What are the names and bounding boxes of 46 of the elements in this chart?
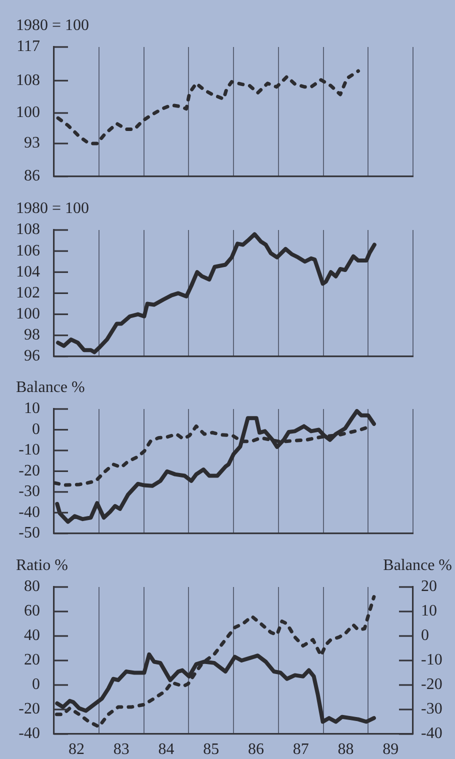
x-tick-label: 88 bbox=[338, 740, 354, 758]
y-tick-label: -40 bbox=[18, 725, 40, 742]
y-tick-label: 106 bbox=[16, 242, 40, 260]
y-axis-title: 1980 = 100 bbox=[16, 200, 90, 218]
y2-tick-label: -10 bbox=[421, 652, 442, 669]
x-tick-label: 89 bbox=[382, 740, 399, 758]
y-tick-label: 98 bbox=[24, 326, 40, 344]
y2-tick-label: 10 bbox=[421, 602, 437, 620]
y-tick-label: 102 bbox=[16, 284, 40, 302]
y-tick-label: -30 bbox=[18, 483, 40, 500]
x-tick-label: 85 bbox=[203, 740, 220, 758]
x-tick-label: 86 bbox=[248, 740, 264, 758]
y2-tick-label: 20 bbox=[421, 578, 437, 596]
y-tick-label: 93 bbox=[24, 134, 40, 152]
y-tick-label: 0 bbox=[32, 676, 40, 694]
y-axis-title: Ratio % bbox=[16, 557, 68, 574]
y-tick-label: 0 bbox=[32, 420, 40, 438]
y2-tick-label: -30 bbox=[421, 700, 442, 718]
y-tick-label: 100 bbox=[16, 104, 40, 122]
y-tick-label: 117 bbox=[16, 38, 40, 56]
y2-tick-label: 0 bbox=[421, 627, 429, 644]
y-axis-title: Balance % bbox=[16, 379, 85, 396]
y-tick-label: -10 bbox=[18, 442, 40, 459]
y-tick-label: 60 bbox=[24, 602, 40, 620]
x-tick-label: 84 bbox=[158, 740, 174, 758]
x-tick-label: 83 bbox=[113, 740, 130, 758]
y-tick-label: 96 bbox=[24, 348, 40, 365]
y-tick-label: -40 bbox=[18, 504, 40, 521]
y-tick-label: 10 bbox=[24, 400, 40, 418]
y-tick-label: 104 bbox=[16, 263, 40, 280]
y-tick-label: -50 bbox=[18, 524, 40, 542]
y2-tick-label: -20 bbox=[421, 676, 442, 694]
x-tick-label: 87 bbox=[292, 740, 309, 758]
y-tick-label: 100 bbox=[16, 305, 40, 322]
y-tick-label: 108 bbox=[16, 72, 40, 89]
y-tick-label: -20 bbox=[18, 700, 40, 718]
y2-tick-label: -40 bbox=[421, 725, 442, 742]
y-tick-label: 40 bbox=[24, 627, 40, 644]
y-tick-label: 108 bbox=[16, 221, 40, 238]
y-tick-label: 80 bbox=[24, 578, 40, 596]
x-tick-label: 82 bbox=[68, 740, 84, 758]
y2-axis-title: Balance % bbox=[383, 557, 452, 574]
y-axis-title: 1980 = 100 bbox=[16, 17, 90, 34]
y-tick-label: 20 bbox=[24, 652, 40, 669]
y-tick-label: 86 bbox=[24, 168, 40, 185]
y-tick-label: -20 bbox=[18, 462, 40, 480]
